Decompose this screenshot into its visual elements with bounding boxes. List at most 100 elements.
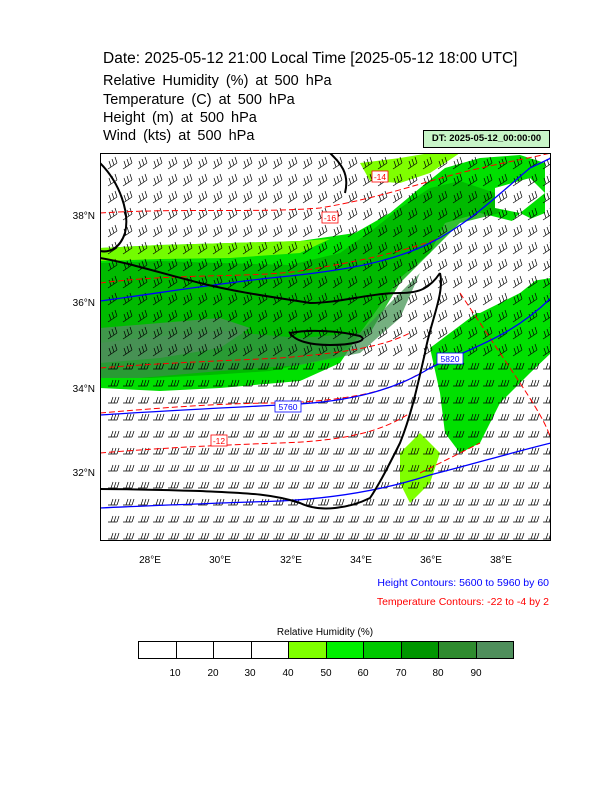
wind-barb xyxy=(182,258,193,272)
wind-barb xyxy=(107,309,118,323)
wind-barb xyxy=(272,326,283,340)
wind-barb xyxy=(437,156,448,170)
wind-barb xyxy=(333,498,345,506)
wind-barb xyxy=(107,241,118,255)
wind-barb xyxy=(332,258,343,272)
wind-barb xyxy=(408,362,420,370)
wind-barb xyxy=(483,413,495,421)
wind-barb xyxy=(543,481,551,489)
wind-barb xyxy=(242,326,253,340)
wind-barb xyxy=(437,258,448,272)
height-contours-legend: Height Contours: 5600 to 5960 by 60 xyxy=(377,577,549,589)
lon-label-34: 34°E xyxy=(350,555,372,566)
wind-barb xyxy=(272,156,283,170)
wind-barb xyxy=(543,379,551,387)
lon-label-36: 36°E xyxy=(420,555,442,566)
wind-barb xyxy=(227,326,238,340)
wind-barb xyxy=(512,241,523,255)
wind-barb xyxy=(213,379,225,387)
wind-barb xyxy=(438,447,450,455)
wind-barb xyxy=(168,447,180,455)
wind-barb xyxy=(212,292,223,306)
wind-barb xyxy=(257,156,268,170)
wind-barb xyxy=(332,309,343,323)
wind-barb xyxy=(452,190,463,204)
wind-barb xyxy=(287,343,298,357)
wind-barb xyxy=(392,258,403,272)
wind-barb xyxy=(213,515,225,523)
wind-barb xyxy=(303,447,315,455)
wind-barb xyxy=(137,326,148,340)
wind-barb xyxy=(528,481,540,489)
wind-barb xyxy=(123,498,135,506)
wind-barb xyxy=(468,532,480,540)
wind-barb xyxy=(377,224,388,238)
wind-barb xyxy=(498,430,510,438)
wind-barb xyxy=(108,396,120,404)
wind-barb xyxy=(363,515,375,523)
wind-barb xyxy=(378,430,390,438)
wind-barb xyxy=(438,498,450,506)
wind-barb xyxy=(123,515,135,523)
wind-barb xyxy=(228,362,240,370)
wind-barb xyxy=(123,430,135,438)
wind-barb xyxy=(347,326,358,340)
wind-barb xyxy=(498,464,510,472)
wind-barb xyxy=(333,447,345,455)
wind-barb xyxy=(362,207,373,221)
colorbar-label-60: 60 xyxy=(357,668,369,679)
wind-barb xyxy=(363,464,375,472)
wind-barb xyxy=(168,413,180,421)
wind-barb xyxy=(108,379,120,387)
wind-barb xyxy=(378,498,390,506)
wind-barb xyxy=(303,362,315,370)
wind-barb xyxy=(167,326,178,340)
wind-barb xyxy=(423,447,435,455)
wind-barb xyxy=(527,156,538,170)
wind-barb xyxy=(272,292,283,306)
wind-barb xyxy=(497,224,508,238)
wind-barb xyxy=(318,532,330,540)
wind-barb xyxy=(542,156,551,170)
wind-barb xyxy=(362,258,373,272)
colorbar-label-70: 70 xyxy=(395,668,407,679)
wind-barb xyxy=(183,447,195,455)
wind-barb xyxy=(498,379,510,387)
wind-barb xyxy=(317,275,328,289)
wind-barb xyxy=(212,190,223,204)
temp-label-2-text: -16 xyxy=(324,213,337,223)
wind-barb xyxy=(348,379,360,387)
wind-barb xyxy=(137,292,148,306)
wind-barb xyxy=(183,396,195,404)
wind-barb xyxy=(107,190,118,204)
wind-barb xyxy=(242,258,253,272)
wind-barb xyxy=(317,224,328,238)
wind-barb xyxy=(153,447,165,455)
wind-barb xyxy=(513,396,525,404)
wind-barb xyxy=(392,207,403,221)
wind-barb xyxy=(393,515,405,523)
wind-barb xyxy=(107,292,118,306)
wind-barb xyxy=(482,275,493,289)
wind-barb xyxy=(423,532,435,540)
wind-barb xyxy=(243,532,255,540)
wind-barb xyxy=(513,430,525,438)
wind-barb xyxy=(287,275,298,289)
height-contours xyxy=(100,157,551,509)
wind-barb xyxy=(453,430,465,438)
wind-barb xyxy=(482,190,493,204)
wind-barb xyxy=(273,362,285,370)
wind-barb xyxy=(152,343,163,357)
wind-barb xyxy=(137,309,148,323)
wind-barb xyxy=(257,309,268,323)
wind-barb xyxy=(423,379,435,387)
wind-barb xyxy=(333,413,345,421)
wind-barb xyxy=(242,173,253,187)
wind-barb xyxy=(303,515,315,523)
wind-barb xyxy=(273,464,285,472)
wind-barb xyxy=(543,396,551,404)
wind-barb xyxy=(392,190,403,204)
wind-barb xyxy=(302,173,313,187)
wind-barb xyxy=(227,156,238,170)
wind-barb xyxy=(422,190,433,204)
